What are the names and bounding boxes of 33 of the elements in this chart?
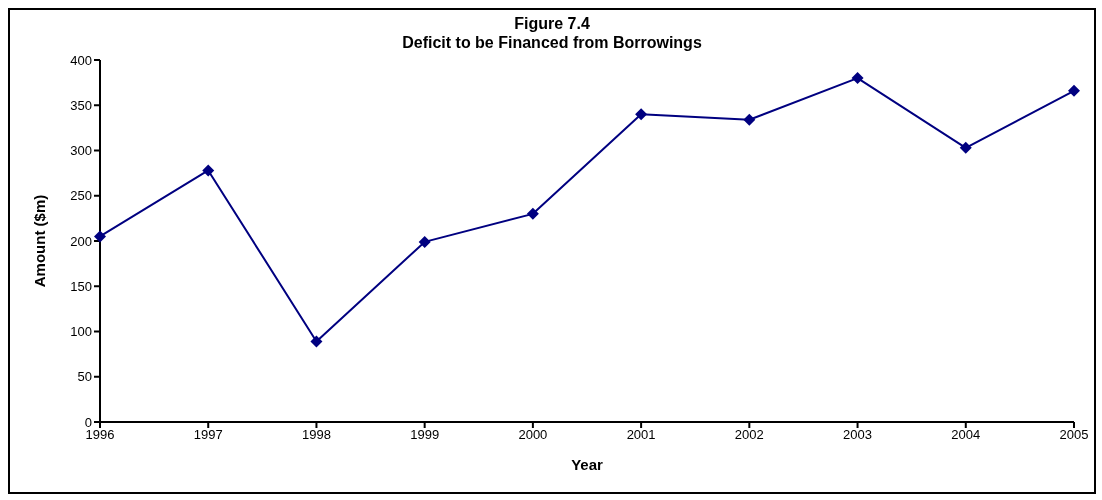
x-tick-label: 1998 <box>301 427 331 443</box>
point <box>743 113 756 126</box>
x-tick-label: 2000 <box>518 427 548 443</box>
y-tick-label: 50 <box>77 369 92 385</box>
x-tick-label: 1999 <box>410 427 440 443</box>
chart-subtitle: Deficit to be Financed from Borrowings <box>401 33 703 52</box>
y-tick-label: 250 <box>70 188 92 204</box>
y-tick-label: 100 <box>70 324 92 340</box>
x-tick-label: 2004 <box>951 427 981 443</box>
point <box>851 72 864 85</box>
x-tick-label: 2003 <box>843 427 873 443</box>
point <box>94 230 106 243</box>
x-tick-label: 1997 <box>193 427 223 443</box>
x-tick-label: 2002 <box>734 427 764 443</box>
point <box>526 207 539 220</box>
point <box>635 108 648 121</box>
point <box>959 141 972 154</box>
y-tick-label: 0 <box>84 414 92 430</box>
y-tick-label: 300 <box>70 143 92 159</box>
chart-title: Figure 7.4 <box>513 14 591 33</box>
y-tick-label: 350 <box>70 97 92 113</box>
y-tick-label: 150 <box>70 278 92 294</box>
y-axis-title: Amount ($m) <box>31 194 49 288</box>
y-tick-label: 400 <box>70 52 92 68</box>
point <box>418 235 431 248</box>
point <box>310 335 323 348</box>
x-axis-title: Year <box>571 456 604 473</box>
y-tick-label: 200 <box>70 233 92 249</box>
x-tick-label: 2001 <box>626 427 656 443</box>
point <box>1068 84 1080 97</box>
x-tick-label: 1996 <box>85 427 115 443</box>
x-tick-label: 2005 <box>1059 427 1089 443</box>
point <box>202 164 215 177</box>
